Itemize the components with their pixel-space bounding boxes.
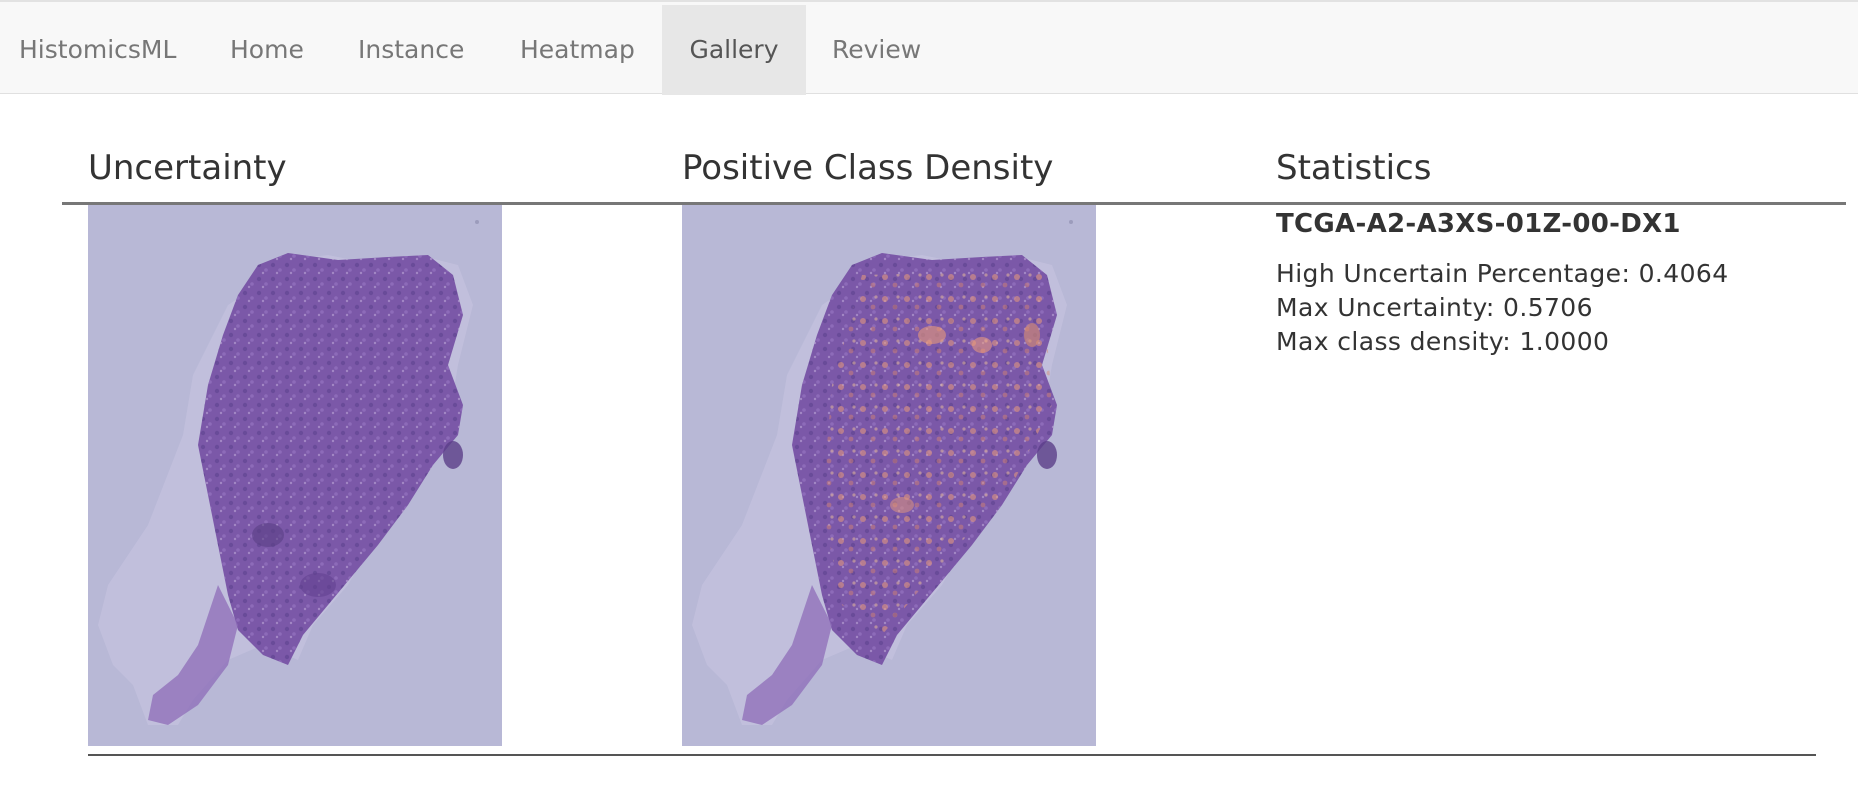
nav-gallery[interactable]: Gallery xyxy=(662,5,806,95)
max-class-density: Max class density: 1.0000 xyxy=(1276,327,1610,356)
header-divider xyxy=(62,202,1846,205)
density-header: Positive Class Density xyxy=(682,148,1054,188)
nav-instance[interactable]: Instance xyxy=(358,35,465,64)
max-uncertainty: Max Uncertainty: 0.5706 xyxy=(1276,293,1593,322)
statistics-header: Statistics xyxy=(1276,148,1432,188)
row-divider xyxy=(88,754,1816,756)
top-navbar: HistomicsML Home Instance Heatmap Galler… xyxy=(0,0,1858,95)
nav-review[interactable]: Review xyxy=(832,35,922,64)
brand-link[interactable]: HistomicsML xyxy=(19,35,177,64)
high-uncertain-percentage: High Uncertain Percentage: 0.4064 xyxy=(1276,259,1729,288)
nav-home[interactable]: Home xyxy=(230,35,304,64)
nav-heatmap[interactable]: Heatmap xyxy=(520,35,635,64)
uncertainty-thumbnail[interactable] xyxy=(88,205,502,746)
density-thumbnail[interactable] xyxy=(682,205,1096,746)
slide-name: TCGA-A2-A3XS-01Z-00-DX1 xyxy=(1276,209,1681,239)
uncertainty-header: Uncertainty xyxy=(88,148,287,188)
